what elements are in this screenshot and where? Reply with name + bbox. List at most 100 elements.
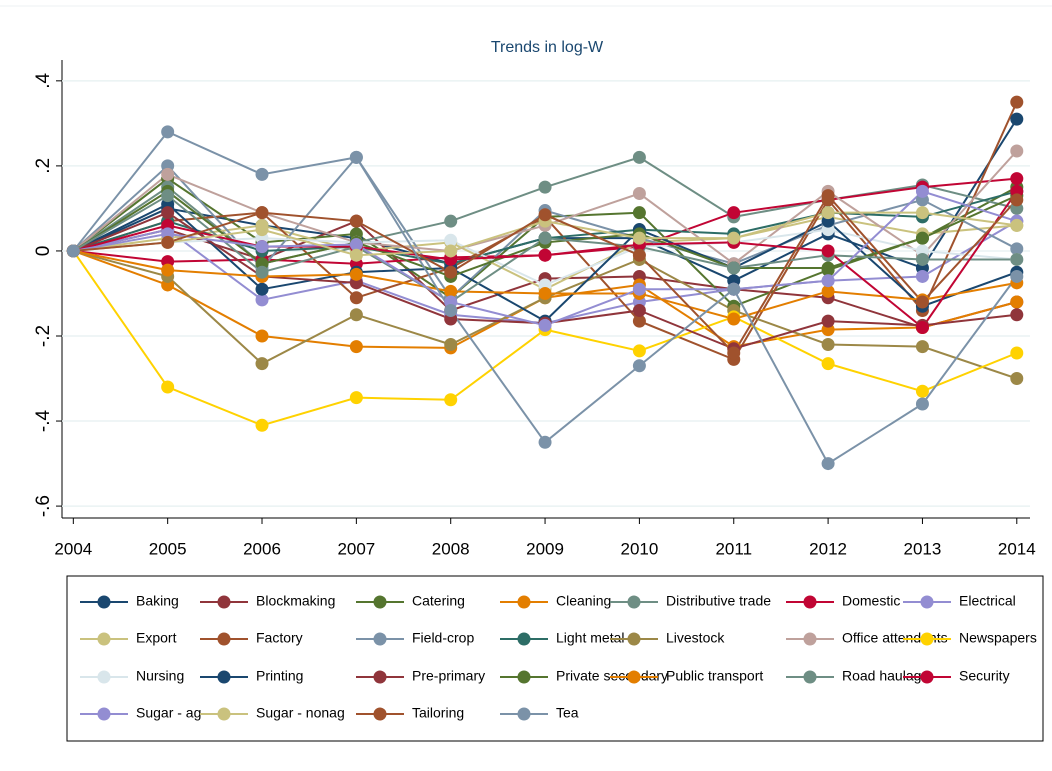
- point: [161, 125, 175, 139]
- point: [915, 252, 929, 266]
- point: [255, 357, 269, 371]
- y-tick-label: -.6: [33, 495, 54, 517]
- y-tick-label: -.2: [33, 325, 54, 347]
- legend-marker: [373, 595, 387, 609]
- legend-marker: [803, 632, 817, 646]
- legend-marker: [803, 595, 817, 609]
- point: [349, 340, 363, 354]
- point: [1010, 172, 1024, 186]
- legend-marker: [217, 707, 231, 721]
- point: [915, 397, 929, 411]
- point: [349, 291, 363, 305]
- legend-label: Baking: [136, 593, 179, 609]
- point: [161, 189, 175, 203]
- point: [915, 340, 929, 354]
- legend-label: Tea: [556, 705, 579, 721]
- point: [349, 238, 363, 252]
- point: [632, 206, 646, 220]
- legend-marker: [373, 632, 387, 646]
- point: [1010, 218, 1024, 232]
- legend-label: Domestic: [842, 593, 900, 609]
- point: [1010, 295, 1024, 309]
- point: [255, 293, 269, 307]
- legend-marker: [920, 632, 934, 646]
- legend-label: Livestock: [666, 630, 725, 646]
- point: [444, 337, 458, 351]
- legend-label: Nursing: [136, 668, 184, 684]
- point: [255, 167, 269, 181]
- point: [444, 244, 458, 258]
- point: [915, 206, 929, 220]
- point: [161, 206, 175, 220]
- point: [349, 308, 363, 322]
- point: [66, 244, 80, 258]
- legend-label: Sugar - nonag: [256, 705, 345, 721]
- legend-marker: [920, 670, 934, 684]
- point: [727, 282, 741, 296]
- x-tick-label: 2005: [149, 539, 187, 558]
- point: [727, 206, 741, 220]
- point: [821, 357, 835, 371]
- legend-label: Electrical: [959, 593, 1016, 609]
- point: [444, 214, 458, 228]
- point: [632, 303, 646, 317]
- point: [727, 312, 741, 326]
- point: [915, 320, 929, 334]
- legend-label: Pre-primary: [412, 668, 485, 684]
- point: [821, 206, 835, 220]
- point: [255, 329, 269, 343]
- point: [349, 150, 363, 164]
- legend-marker: [517, 670, 531, 684]
- point: [255, 282, 269, 296]
- y-tick-label: .2: [33, 158, 54, 174]
- x-tick-label: 2012: [809, 539, 847, 558]
- legend-label: Blockmaking: [256, 593, 335, 609]
- point: [161, 235, 175, 249]
- legend-marker: [517, 595, 531, 609]
- legend-marker: [627, 632, 641, 646]
- point: [915, 184, 929, 198]
- x-tick-label: 2013: [904, 539, 942, 558]
- y-tick-label: .4: [33, 72, 54, 88]
- x-tick-label: 2004: [54, 539, 92, 558]
- legend-label: Cleaning: [556, 593, 611, 609]
- point: [538, 318, 552, 332]
- point: [349, 267, 363, 281]
- point: [161, 167, 175, 181]
- legend-marker: [517, 707, 531, 721]
- x-tick-label: 2008: [432, 539, 470, 558]
- x-tick-label: 2009: [526, 539, 564, 558]
- legend-box: [66, 575, 1044, 742]
- point: [727, 231, 741, 245]
- legend-marker: [217, 670, 231, 684]
- point: [632, 231, 646, 245]
- point: [255, 240, 269, 254]
- point: [632, 282, 646, 296]
- legend-label: Tailoring: [412, 705, 464, 721]
- point: [1010, 346, 1024, 360]
- legend-marker: [97, 595, 111, 609]
- point: [821, 337, 835, 351]
- point: [632, 314, 646, 328]
- legend-marker: [97, 670, 111, 684]
- point: [1010, 95, 1024, 109]
- chart-title: Trends in log-W: [491, 39, 604, 56]
- point: [821, 261, 835, 275]
- point: [349, 391, 363, 405]
- legend-label: Public transport: [666, 668, 763, 684]
- legend-marker: [217, 595, 231, 609]
- point: [915, 384, 929, 398]
- point: [538, 435, 552, 449]
- legend-label: Security: [959, 668, 1010, 684]
- point: [538, 286, 552, 300]
- point: [821, 244, 835, 258]
- point: [915, 295, 929, 309]
- point: [632, 344, 646, 358]
- legend-label: Catering: [412, 593, 465, 609]
- legend-marker: [217, 632, 231, 646]
- point: [538, 248, 552, 262]
- legend-label: Export: [136, 630, 177, 646]
